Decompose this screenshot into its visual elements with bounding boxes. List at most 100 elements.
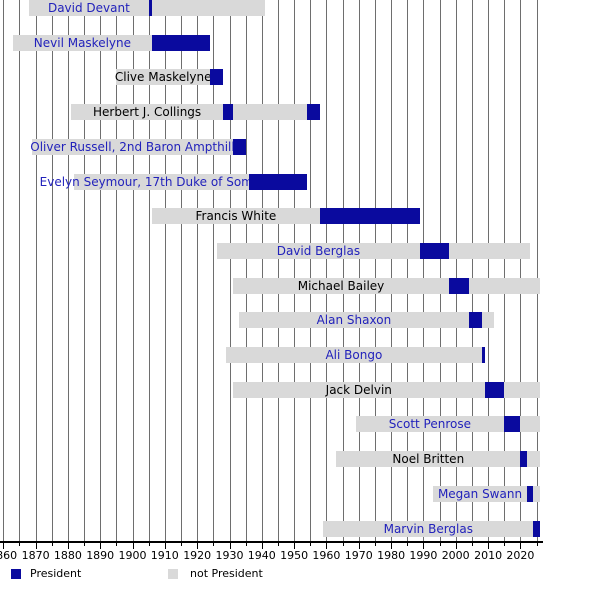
timeline-row: Jack Delvin	[0, 382, 600, 398]
gridline	[261, 0, 263, 541]
axis-major-tick	[326, 543, 328, 549]
axis-line	[0, 541, 543, 543]
gridline	[100, 0, 102, 541]
person-label[interactable]: Megan Swann	[437, 487, 523, 501]
axis-major-tick	[3, 543, 5, 549]
axis-minor-tick	[374, 543, 376, 546]
gridline	[19, 0, 21, 541]
axis-tick-label: 1890	[86, 549, 115, 562]
axis-tick-label: 1910	[150, 549, 179, 562]
timeline-row: Herbert J. Collings	[0, 104, 600, 120]
axis-tick-label: 1940	[247, 549, 276, 562]
president-term-bar	[449, 278, 469, 294]
gridline	[3, 0, 5, 541]
timeline-row: David Devant	[0, 0, 600, 16]
gridline	[423, 0, 425, 541]
axis-major-tick	[455, 543, 457, 549]
person-label[interactable]: Scott Penrose	[388, 417, 472, 431]
president-term-bar	[232, 139, 246, 155]
timeline-row: Francis White	[0, 208, 600, 224]
president-term-bar	[148, 0, 152, 16]
gridline	[439, 0, 441, 541]
life-bar	[239, 312, 495, 328]
axis-tick-label: 1880	[53, 549, 82, 562]
person-label[interactable]: Ali Bongo	[325, 348, 383, 362]
axis-major-tick	[229, 543, 231, 549]
person-label[interactable]: Marvin Berglas	[383, 522, 473, 536]
timeline-row: Oliver Russell, 2nd Baron Ampthill	[0, 139, 600, 155]
axis-minor-tick	[504, 543, 506, 546]
president-term-bar	[420, 243, 450, 259]
axis-major-tick	[488, 543, 490, 549]
gridline	[471, 0, 473, 541]
person-label: Herbert J. Collings	[93, 105, 202, 119]
axis-minor-tick	[84, 543, 85, 546]
president-term-bar	[307, 104, 320, 120]
axis-tick-label: 2010	[474, 549, 503, 562]
president-term-bar	[533, 521, 540, 537]
axis-minor-tick	[439, 543, 441, 546]
axis-tick-label: 1870	[21, 549, 50, 562]
axis-major-tick	[391, 543, 393, 549]
axis-minor-tick	[278, 543, 279, 546]
timeline-row: Ali Bongo	[0, 347, 600, 363]
gridline	[132, 0, 134, 541]
gridline	[310, 0, 312, 541]
axis-minor-tick	[342, 543, 344, 546]
person-label[interactable]: Alan Shaxon	[316, 313, 392, 327]
timeline-row: Evelyn Seymour, 17th Duke of Somerset	[0, 174, 600, 190]
gridline	[84, 0, 85, 541]
gridline	[229, 0, 231, 541]
gridline	[326, 0, 328, 541]
timeline-row: Marvin Berglas	[0, 521, 600, 537]
person-label[interactable]: Evelyn Seymour, 17th Duke of Somerset	[39, 175, 284, 189]
axis-minor-tick	[471, 543, 473, 546]
gridline	[35, 0, 37, 541]
life-bar	[226, 347, 485, 363]
life-bar	[216, 243, 531, 259]
axis-major-tick	[261, 543, 263, 549]
axis-tick-label: 2020	[506, 549, 535, 562]
gridline	[391, 0, 393, 541]
timeline-row: Michael Bailey	[0, 278, 600, 294]
axis-major-tick	[100, 543, 102, 549]
gridline	[51, 0, 53, 541]
axis-tick-label: 1920	[183, 549, 212, 562]
axis-major-tick	[358, 543, 360, 549]
gridline	[164, 0, 166, 541]
legend: President not President	[0, 566, 600, 586]
president-term-bar	[484, 382, 505, 398]
person-label[interactable]: David Berglas	[276, 244, 361, 258]
president-term-bar	[223, 104, 233, 120]
legend-president-swatch	[11, 569, 21, 579]
axis-major-tick	[197, 543, 199, 549]
person-label[interactable]: Oliver Russell, 2nd Baron Ampthill	[30, 140, 235, 154]
person-label: Jack Delvin	[325, 383, 392, 397]
gridline	[374, 0, 376, 541]
axis-tick-label: 1960	[312, 549, 341, 562]
person-label: Clive Maskelyne	[114, 70, 212, 84]
axis-minor-tick	[148, 543, 150, 546]
life-bar	[29, 0, 265, 16]
gridline	[245, 0, 247, 541]
legend-not-president-swatch	[168, 569, 178, 579]
axis-major-tick	[520, 543, 522, 549]
gridline	[342, 0, 344, 541]
president-term-bar	[210, 69, 223, 85]
axis-major-tick	[423, 543, 425, 549]
axis-tick-label: 2000	[441, 549, 470, 562]
axis-tick-label: 1990	[409, 549, 438, 562]
timeline-row: Alan Shaxon	[0, 312, 600, 328]
person-label[interactable]: Nevil Maskelyne	[33, 36, 132, 50]
gridline	[520, 0, 522, 541]
president-term-bar	[468, 312, 482, 328]
president-term-bar	[320, 208, 421, 224]
legend-president-label: President	[30, 567, 82, 580]
axis-minor-tick	[407, 543, 409, 546]
gridline	[294, 0, 296, 541]
person-label[interactable]: David Devant	[47, 1, 130, 15]
life-bar	[74, 174, 307, 190]
gridline	[278, 0, 279, 541]
axis-tick-label: 1860	[0, 549, 18, 562]
gridline	[407, 0, 409, 541]
